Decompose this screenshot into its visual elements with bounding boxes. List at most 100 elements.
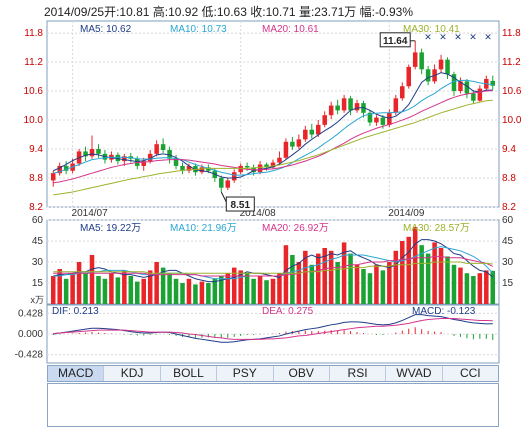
volume-bar bbox=[186, 278, 192, 304]
volume-ma-legend: MA20: 26.92万 bbox=[262, 223, 329, 234]
volume-bar bbox=[277, 273, 282, 304]
candle-body bbox=[490, 80, 496, 86]
tab-rsi[interactable]: RSI bbox=[330, 366, 387, 381]
candle-body bbox=[277, 157, 282, 163]
volume-bar bbox=[419, 245, 424, 304]
price-y-tick-right: 9.4 bbox=[502, 144, 516, 155]
candle-body bbox=[477, 88, 483, 101]
price-ma-legend: MA10: 10.73 bbox=[170, 24, 227, 35]
header-low-label: 低: bbox=[201, 5, 217, 19]
candle-body bbox=[341, 98, 347, 111]
candle-body bbox=[438, 59, 444, 70]
price-panel-frame bbox=[46, 20, 500, 208]
candle-body bbox=[147, 153, 153, 162]
volume-bar bbox=[128, 276, 134, 304]
high-callout-box bbox=[379, 32, 411, 48]
volume-ma-line-ma30 bbox=[53, 261, 493, 274]
volume-bar bbox=[315, 253, 321, 304]
volume-bar bbox=[348, 253, 353, 304]
volume-bar bbox=[63, 278, 69, 304]
tab-macd[interactable]: MACD bbox=[48, 366, 105, 381]
candle-body bbox=[425, 69, 431, 82]
price-ma-legend: MA20: 10.61 bbox=[262, 24, 319, 35]
volume-bar bbox=[477, 273, 483, 304]
candle-body bbox=[199, 167, 205, 173]
volume-bar bbox=[322, 248, 327, 304]
volume-bar bbox=[173, 278, 179, 304]
tab-cci[interactable]: CCI bbox=[459, 366, 481, 380]
tab-boll[interactable]: BOLL bbox=[161, 366, 218, 381]
volume-bar bbox=[380, 270, 386, 304]
volume-bar bbox=[464, 273, 470, 304]
volume-bar bbox=[484, 270, 489, 304]
volume-bar bbox=[206, 283, 211, 304]
volume-y-tick-right: 30 bbox=[502, 257, 514, 268]
volume-bar bbox=[50, 276, 56, 304]
header-change-label: 幅: bbox=[359, 5, 375, 19]
volume-y-tick-right: 60 bbox=[502, 215, 514, 226]
tab-kdj[interactable]: KDJ bbox=[104, 366, 161, 381]
low-callout-label: 8.51 bbox=[231, 200, 251, 211]
candle-body bbox=[303, 129, 308, 140]
event-marker-icon: ✕ bbox=[469, 33, 477, 43]
candle-body bbox=[471, 93, 476, 101]
price-y-tick-left: 8.2 bbox=[29, 202, 43, 213]
timeline-navigator[interactable] bbox=[47, 383, 499, 427]
candle-body bbox=[186, 165, 192, 171]
volume-bar bbox=[445, 256, 450, 304]
volume-bar bbox=[341, 242, 347, 304]
volume-bar bbox=[251, 278, 256, 304]
volume-bar bbox=[490, 270, 496, 304]
tab-wvad[interactable]: WVAD bbox=[386, 366, 443, 381]
candle-body bbox=[419, 52, 424, 70]
volume-bar bbox=[244, 273, 250, 304]
price-y-tick-right: 10.0 bbox=[502, 115, 522, 126]
volume-bar bbox=[193, 284, 198, 304]
candle-body bbox=[231, 172, 237, 181]
candle-body bbox=[141, 161, 146, 166]
candle-body bbox=[451, 74, 457, 92]
volume-bar bbox=[219, 276, 224, 304]
high-callout-label: 11.64 bbox=[383, 36, 408, 47]
volume-bar bbox=[96, 276, 101, 304]
volume-bar bbox=[212, 278, 218, 304]
candle-body bbox=[374, 117, 379, 123]
candle-body bbox=[122, 156, 127, 162]
price-x-tick: 2014/07 bbox=[72, 208, 109, 219]
candle-body bbox=[348, 98, 353, 111]
candle-body bbox=[328, 105, 334, 116]
price-y-tick-right: 8.2 bbox=[502, 202, 516, 213]
candle-body bbox=[393, 98, 399, 113]
volume-unit-label: x万 bbox=[30, 295, 44, 305]
volume-bar bbox=[432, 242, 437, 304]
candle-body bbox=[63, 165, 69, 171]
price-ma-line-ma20 bbox=[53, 90, 493, 184]
price-x-tick: 2014/08 bbox=[240, 208, 277, 219]
volume-bar bbox=[361, 269, 366, 304]
tab-psy[interactable]: PSY bbox=[217, 366, 274, 381]
volume-bar bbox=[400, 241, 405, 304]
volume-bar bbox=[335, 262, 340, 304]
volume-bar bbox=[406, 236, 412, 304]
volume-bar bbox=[115, 277, 121, 304]
event-marker-icon: ✕ bbox=[454, 33, 462, 43]
price-x-tick: 2014/09 bbox=[388, 208, 425, 219]
volume-ma-line-ma20 bbox=[53, 255, 493, 277]
candle-body bbox=[89, 149, 95, 157]
volume-bar bbox=[393, 250, 399, 304]
event-marker-icon: ✕ bbox=[484, 33, 492, 43]
candle-body bbox=[400, 86, 405, 99]
candle-body bbox=[458, 81, 463, 92]
candle-body bbox=[180, 165, 185, 171]
tab-obv[interactable]: OBV bbox=[274, 366, 330, 381]
price-y-tick-right: 11.8 bbox=[502, 28, 521, 39]
header-volume: 23.71万 bbox=[314, 5, 357, 19]
header-high-label: 高: bbox=[152, 5, 169, 19]
volume-bar bbox=[199, 281, 205, 304]
macd-legend: DEA: 0.275 bbox=[262, 306, 314, 317]
macd-legend: DIF: 0.213 bbox=[52, 306, 99, 317]
candle-body bbox=[173, 158, 179, 166]
volume-bar bbox=[231, 267, 237, 304]
header-change: -0.93% bbox=[375, 5, 414, 19]
